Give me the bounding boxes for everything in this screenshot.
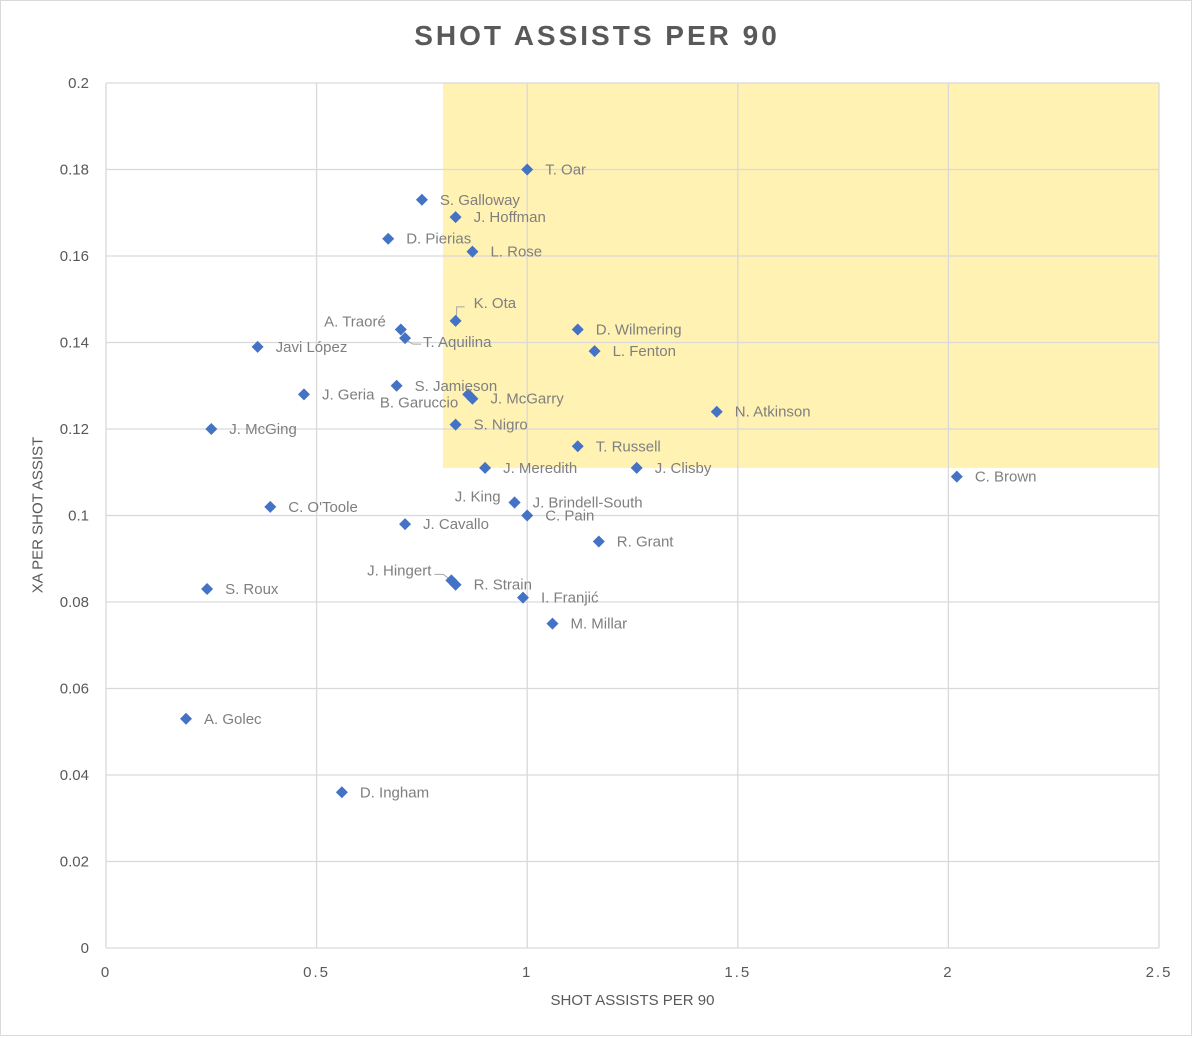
data-point: [399, 332, 412, 345]
data-point: [394, 323, 407, 336]
point-label: S. Jamieson: [415, 378, 498, 395]
data-point: [449, 314, 462, 327]
point-label: C. Pain: [545, 508, 594, 525]
data-point: [205, 423, 218, 435]
gridlines: [105, 82, 1160, 949]
data-point: [449, 211, 462, 224]
data-point: [180, 712, 193, 725]
point-label: T. Oar: [545, 162, 586, 179]
point-label: S. Nigro: [474, 417, 528, 434]
highlight-region: [442, 83, 1160, 468]
point-label: R. Grant: [617, 533, 675, 550]
data-point: [546, 617, 559, 630]
x-tick-label: 2: [943, 964, 953, 981]
chart-title: SHOT ASSISTS PER 90: [414, 20, 780, 51]
data-point: [521, 163, 534, 176]
point-label: K. Ota: [474, 295, 517, 312]
point-label: J. Hingert: [367, 562, 432, 579]
data-point: [571, 323, 584, 336]
point-label: D. Ingham: [360, 784, 429, 801]
x-tick-label: 0: [101, 964, 111, 981]
data-point: [516, 591, 529, 604]
data-point: [950, 470, 963, 483]
data-points: [180, 163, 963, 799]
point-label: I. Franjić: [541, 590, 599, 607]
data-point: [508, 496, 521, 509]
x-axis-title: SHOT ASSISTS PER 90: [550, 992, 715, 1009]
point-label: B. Garuccio: [380, 394, 458, 411]
point-label: S. Roux: [225, 581, 279, 598]
data-point: [201, 583, 214, 596]
data-point: [251, 340, 264, 353]
point-label: J. McGing: [229, 421, 297, 438]
y-tick-label: 0.14: [60, 335, 89, 352]
y-tick-label: 0: [81, 940, 89, 957]
data-point: [630, 461, 643, 474]
data-point: [399, 518, 412, 531]
y-tick-label: 0.1: [68, 508, 89, 525]
point-label: L. Fenton: [613, 343, 676, 360]
y-tick-label: 0.16: [60, 248, 89, 265]
leader-lines: [407, 306, 465, 579]
data-point: [521, 509, 534, 522]
data-point: [588, 345, 601, 358]
leader-line: [407, 340, 422, 345]
point-label: Javi López: [276, 339, 348, 356]
data-point: [571, 440, 584, 453]
y-tick-label: 0.06: [60, 681, 89, 698]
data-point: [449, 418, 462, 431]
tick-labels: 0 0.02 0.04 0.06 0.08 0.1 0.12 0.14 0.16 0.18 0.2 0…: [60, 75, 1173, 981]
point-label: A. Golec: [204, 711, 262, 728]
highlight-region-layer: [442, 83, 1160, 468]
data-point: [592, 535, 605, 548]
point-label: D. Wilmering: [596, 322, 682, 339]
point-label: J. Clisby: [655, 460, 712, 477]
y-tick-label: 0.08: [60, 594, 89, 611]
data-point: [264, 500, 277, 513]
leader-line: [456, 306, 465, 317]
y-tick-label: 0.12: [60, 421, 89, 438]
y-tick-label: 0.02: [60, 854, 89, 871]
y-tick-label: 0.18: [60, 162, 89, 179]
x-tick-label: 2.5: [1146, 964, 1173, 981]
data-point: [390, 379, 403, 392]
y-tick-label: 0.04: [60, 767, 89, 784]
x-tick-label: 1.5: [724, 964, 751, 981]
point-label: J. Brindell-South: [533, 495, 643, 512]
point-label: J. Cavallo: [423, 516, 489, 533]
point-label: J. Geria: [322, 386, 375, 403]
x-tick-label: 0.5: [303, 964, 330, 981]
x-tick-label: 1: [522, 964, 532, 981]
point-label: L. Rose: [490, 244, 542, 261]
point-label: R. Strain: [474, 577, 532, 594]
point-label: M. Millar: [570, 616, 627, 633]
data-point: [479, 461, 492, 474]
point-label: J. King: [455, 489, 501, 506]
data-point: [466, 245, 479, 258]
point-label: J. McGarry: [490, 391, 564, 408]
point-label: J. Hoffman: [474, 209, 546, 226]
y-tick-label: 0.2: [68, 75, 89, 92]
data-point: [449, 578, 462, 591]
point-label: N. Atkinson: [735, 404, 811, 421]
point-label: J. Meredith: [503, 460, 577, 477]
point-label: C. Brown: [975, 469, 1037, 486]
data-point: [297, 388, 310, 401]
leader-line: [434, 573, 449, 579]
point-label: S. Galloway: [440, 192, 521, 209]
data-point: [466, 392, 479, 405]
point-label: A. Traoré: [324, 314, 386, 331]
point-label: C. O'Toole: [288, 499, 358, 516]
data-point: [415, 193, 428, 206]
point-label: T. Russell: [596, 438, 661, 455]
data-point: [335, 786, 348, 799]
data-point: [710, 405, 723, 418]
data-point: [382, 232, 395, 245]
point-label: D. Pierias: [406, 231, 471, 248]
point-label: T. Aquilina: [423, 334, 492, 351]
